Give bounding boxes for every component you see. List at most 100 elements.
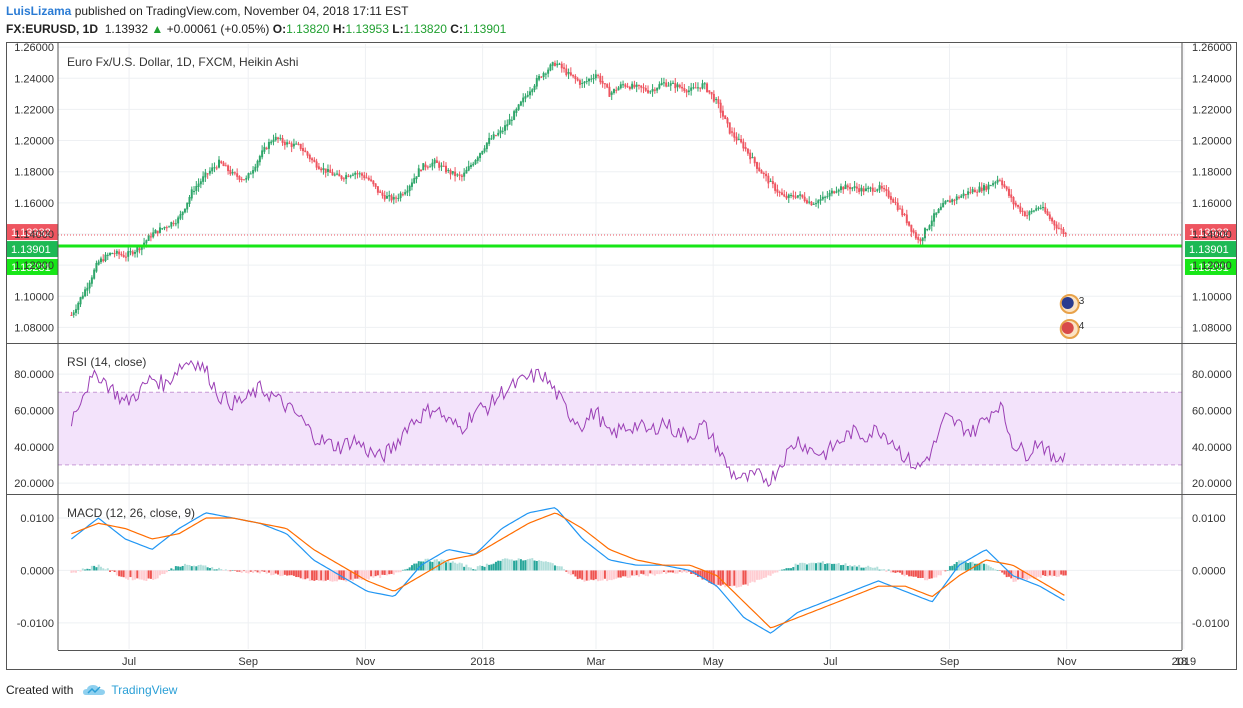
macd-histogram-bar — [120, 570, 123, 577]
candle-body — [469, 164, 472, 168]
macd-histogram-bar — [608, 570, 611, 580]
candle-body — [385, 195, 388, 199]
time-tick-label: Sep — [940, 656, 960, 668]
tradingview-link[interactable]: TradingView — [111, 683, 178, 697]
macd-histogram-bar — [131, 570, 134, 581]
macd-histogram-bar — [992, 568, 995, 571]
macd-histogram-bar — [229, 570, 232, 572]
event-flag-dot — [1061, 322, 1074, 334]
candle-body — [794, 196, 797, 198]
candle-body — [810, 201, 813, 206]
candle-body — [1046, 211, 1049, 216]
last-price: 1.13932 — [104, 22, 149, 36]
candle-body — [583, 81, 586, 84]
macd-histogram-bar — [908, 570, 911, 577]
candle-body — [208, 170, 211, 174]
candle-body — [109, 252, 112, 256]
candle-body — [490, 138, 493, 140]
candle-body — [572, 74, 575, 77]
candle-body — [674, 83, 677, 89]
candle-body — [1003, 184, 1006, 188]
candle-body — [828, 192, 831, 197]
candle-body — [912, 230, 915, 233]
macd-histogram-bar — [678, 570, 681, 572]
candle-body — [517, 104, 520, 110]
macd-histogram-bar — [760, 570, 763, 580]
candle-body — [351, 174, 354, 176]
candle-body — [958, 197, 961, 199]
candle-body — [356, 173, 359, 175]
candle-body — [145, 240, 148, 244]
time-tick-label: Jul — [823, 656, 837, 668]
event-markers[interactable]: 34 — [1059, 294, 1085, 339]
macd-histogram-bar — [456, 563, 459, 571]
candle-body — [876, 189, 879, 191]
macd-histogram-bar — [370, 570, 373, 577]
macd-histogram-bar — [892, 570, 895, 573]
macd-histogram-bar — [946, 570, 949, 571]
candle-body — [992, 183, 995, 186]
support-price-label-bg — [7, 258, 58, 275]
candle-body — [406, 190, 409, 193]
candle-body — [1028, 211, 1031, 216]
candle-body — [962, 193, 965, 197]
macd-histogram-bar — [635, 570, 638, 576]
candle-body — [619, 84, 622, 89]
candle-body — [1005, 186, 1008, 190]
macd-histogram-bar — [706, 570, 709, 581]
candle-body — [240, 178, 243, 180]
macd-histogram-bar — [783, 569, 786, 571]
candle-body — [821, 196, 824, 200]
candle-body — [349, 175, 352, 177]
macd-histogram-bar — [726, 570, 729, 586]
candle-body — [1023, 211, 1026, 217]
macd-histogram-bar — [263, 570, 266, 572]
candle-body — [948, 200, 951, 203]
candle-body — [115, 251, 118, 254]
macd-histogram-bar — [581, 570, 584, 580]
macd-histogram-bar — [969, 562, 972, 571]
macd-histogram-bar — [399, 570, 402, 573]
macd-histogram-bar — [494, 561, 497, 571]
candle-body — [597, 75, 600, 77]
candle-body — [644, 87, 647, 91]
candle-body — [186, 202, 189, 210]
macd-histogram-bar — [1007, 570, 1010, 577]
candle-body — [905, 214, 908, 224]
macd-histogram-bar — [712, 570, 715, 585]
macd-histogram-bar — [354, 570, 357, 579]
macd-histogram-bar — [912, 570, 915, 577]
macd-histogram-bar — [674, 570, 677, 574]
macd-histogram-bar — [301, 570, 304, 580]
candle-body — [136, 247, 139, 253]
macd-histogram-bar — [594, 570, 597, 580]
macd-histogram-bar — [227, 570, 230, 572]
macd-histogram-bar — [651, 570, 654, 575]
macd-histogram-bar — [374, 570, 377, 577]
candle-body — [1032, 210, 1035, 212]
macd-histogram-bar — [746, 570, 749, 586]
candle-body — [202, 176, 205, 182]
candle-body — [801, 194, 804, 198]
macd-histogram-bar — [862, 567, 865, 571]
candle-body — [497, 132, 500, 136]
candle-body — [372, 180, 375, 185]
candle-body — [1035, 208, 1038, 211]
macd-histogram-bar — [948, 566, 951, 571]
candle-body — [717, 99, 720, 104]
macd-histogram-bar — [215, 569, 218, 571]
candle-body — [504, 125, 507, 131]
candle-body — [320, 168, 323, 171]
right-tick-label: 1.08000 — [1192, 322, 1232, 334]
time-tick-label: 2019 — [1172, 656, 1196, 668]
macd-histogram-bar — [560, 566, 563, 571]
low-label: L: — [392, 22, 404, 36]
author-link[interactable]: LuisLizama — [6, 4, 72, 18]
macd-histogram-bar — [347, 570, 350, 581]
macd-histogram-bar — [297, 570, 300, 578]
macd-histogram-bar — [365, 570, 368, 579]
macd-histogram-bar — [878, 569, 881, 571]
candle-body — [660, 82, 663, 86]
candle-body — [631, 83, 634, 89]
